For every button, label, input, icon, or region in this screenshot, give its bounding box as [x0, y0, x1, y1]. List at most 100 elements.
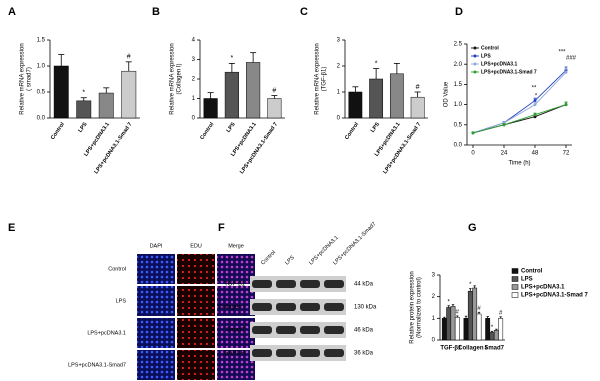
legend-swatch	[511, 284, 519, 290]
blot-band	[252, 349, 272, 357]
blot-band	[276, 326, 296, 334]
legend-marker	[473, 70, 477, 74]
x-tick-label: LPS	[226, 121, 237, 133]
y-tick-label: 3	[192, 57, 196, 63]
blot-strip	[250, 345, 346, 361]
blot-strip	[250, 299, 346, 315]
bar	[203, 98, 218, 119]
y-tick-label: 1	[432, 316, 436, 322]
x-tick-label: 48	[532, 151, 539, 157]
bar	[446, 307, 452, 341]
y-tick-label: 2	[192, 77, 196, 83]
blot-band	[300, 303, 320, 311]
series-line	[472, 71, 567, 134]
micrograph	[177, 318, 215, 348]
y-tick-label: 2	[432, 294, 436, 300]
protein-label: TGF-β1	[224, 282, 245, 288]
point	[502, 123, 506, 127]
legend-swatch	[511, 268, 519, 274]
annotation: #	[272, 87, 276, 94]
micrograph	[177, 286, 215, 316]
annotation: #	[499, 310, 503, 316]
bar	[76, 100, 92, 119]
y-tick-label: 2.5	[454, 42, 463, 48]
legend-swatch	[511, 276, 519, 282]
y-tick-label: 0.5	[454, 122, 463, 128]
point	[533, 99, 537, 103]
y-tick-label: 0	[337, 116, 341, 122]
annotation: #	[127, 54, 131, 61]
y-tick-label: 1.5	[37, 38, 46, 44]
legend-label: LPS	[481, 53, 491, 59]
y-axis-label: (TGF-β1)	[322, 67, 328, 92]
y-tick-label: 0	[432, 338, 436, 344]
y-tick-label: 0.0	[454, 143, 463, 149]
panel-label: B	[152, 6, 160, 18]
micrograph	[217, 254, 255, 284]
annotation: *	[447, 299, 450, 305]
lane-label: Control	[260, 250, 277, 267]
bar	[489, 332, 495, 341]
lane-label: LPS	[284, 255, 296, 267]
blot-band	[324, 303, 344, 311]
point	[564, 103, 568, 107]
point	[533, 103, 537, 107]
series-line	[472, 69, 567, 134]
panel-label: C	[300, 6, 308, 18]
blot-band	[300, 280, 320, 288]
y-tick-label: 2	[337, 64, 341, 70]
row-label: LPS	[116, 298, 127, 304]
column-header: DAPI	[150, 243, 163, 249]
annotation: ###	[566, 56, 577, 62]
annotation: *	[82, 90, 85, 97]
x-tick-label: LPS	[370, 121, 381, 133]
annotation: *	[491, 325, 494, 331]
bar	[389, 73, 404, 119]
x-tick-label: LPS+pcDNA3.1-Smad 7	[382, 122, 422, 176]
blot-band	[324, 326, 344, 334]
y-axis-label: Relative mRNA expression	[315, 43, 321, 114]
x-tick-label: Control	[199, 121, 215, 141]
x-tick-label: 72	[563, 151, 570, 157]
column-header: Merge	[228, 243, 244, 249]
panel-label: E	[8, 222, 15, 234]
micrograph	[177, 254, 215, 284]
size-label: 44 kDa	[354, 282, 374, 288]
micrograph	[217, 286, 255, 316]
bar	[224, 71, 239, 119]
bar	[369, 78, 384, 119]
annotation: *	[375, 60, 378, 67]
micrograph	[177, 350, 215, 380]
x-tick-label: Smad7	[484, 346, 504, 352]
micrograph	[137, 318, 175, 348]
x-tick-label: LPS	[78, 121, 89, 133]
row-label: LPS+pcDNA3.1-Smad7	[68, 362, 126, 368]
legend-label: LPS	[521, 277, 533, 283]
bar	[476, 313, 482, 341]
blot-band	[324, 349, 344, 357]
legend-label: LPS+pcDNA3.1-Smad 7	[481, 69, 537, 75]
blot-band	[276, 303, 296, 311]
legend-swatch	[511, 292, 519, 298]
bar	[410, 96, 425, 119]
y-tick-label: 0	[192, 116, 196, 122]
blot-band	[252, 303, 272, 311]
bar	[121, 70, 137, 119]
y-tick-label: 1.5	[454, 82, 463, 88]
point	[564, 70, 568, 74]
x-tick-label: 24	[501, 151, 508, 157]
blot-band	[276, 349, 296, 357]
y-tick-label: 0.5	[37, 90, 46, 96]
bar	[498, 318, 504, 341]
y-axis-label: OD Value	[444, 81, 450, 107]
column-header: EDU	[190, 243, 202, 249]
panel-label: D	[455, 6, 463, 18]
micrograph	[137, 254, 175, 284]
legend-label: LPS+pcDNA3.1	[481, 61, 517, 67]
protein-label: GAPDH	[224, 351, 245, 357]
series-line	[472, 104, 567, 134]
y-axis-label: Relative protein expression	[410, 271, 416, 343]
bar	[463, 318, 469, 341]
legend-marker	[473, 54, 477, 58]
